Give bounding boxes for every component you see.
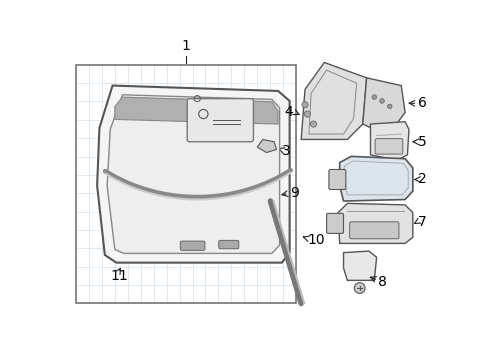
- Polygon shape: [338, 203, 413, 243]
- Polygon shape: [257, 139, 276, 153]
- Text: 7: 7: [418, 215, 427, 229]
- Circle shape: [304, 111, 311, 117]
- Circle shape: [354, 283, 365, 293]
- Polygon shape: [115, 97, 278, 124]
- Polygon shape: [107, 95, 280, 253]
- Text: 3: 3: [282, 144, 291, 158]
- Polygon shape: [97, 86, 290, 263]
- Circle shape: [380, 99, 384, 103]
- Text: 1: 1: [181, 39, 190, 53]
- Polygon shape: [301, 62, 367, 139]
- Bar: [76, 65, 296, 303]
- Polygon shape: [340, 156, 413, 201]
- Text: 10: 10: [307, 233, 325, 247]
- Text: 4: 4: [285, 105, 294, 120]
- Text: 11: 11: [110, 269, 128, 283]
- FancyBboxPatch shape: [329, 170, 346, 189]
- FancyBboxPatch shape: [375, 139, 403, 154]
- Text: 9: 9: [290, 186, 298, 201]
- Circle shape: [302, 102, 308, 108]
- Polygon shape: [343, 251, 377, 280]
- Polygon shape: [363, 78, 405, 130]
- Circle shape: [388, 104, 392, 109]
- FancyBboxPatch shape: [219, 240, 239, 249]
- Text: 5: 5: [418, 135, 427, 149]
- FancyBboxPatch shape: [187, 99, 253, 142]
- FancyBboxPatch shape: [180, 241, 205, 250]
- Text: 6: 6: [418, 96, 427, 110]
- Text: 8: 8: [378, 275, 387, 289]
- Text: 2: 2: [418, 172, 427, 186]
- FancyBboxPatch shape: [350, 222, 399, 239]
- Polygon shape: [370, 122, 409, 160]
- Circle shape: [372, 95, 377, 99]
- Circle shape: [311, 121, 317, 127]
- FancyBboxPatch shape: [327, 213, 343, 233]
